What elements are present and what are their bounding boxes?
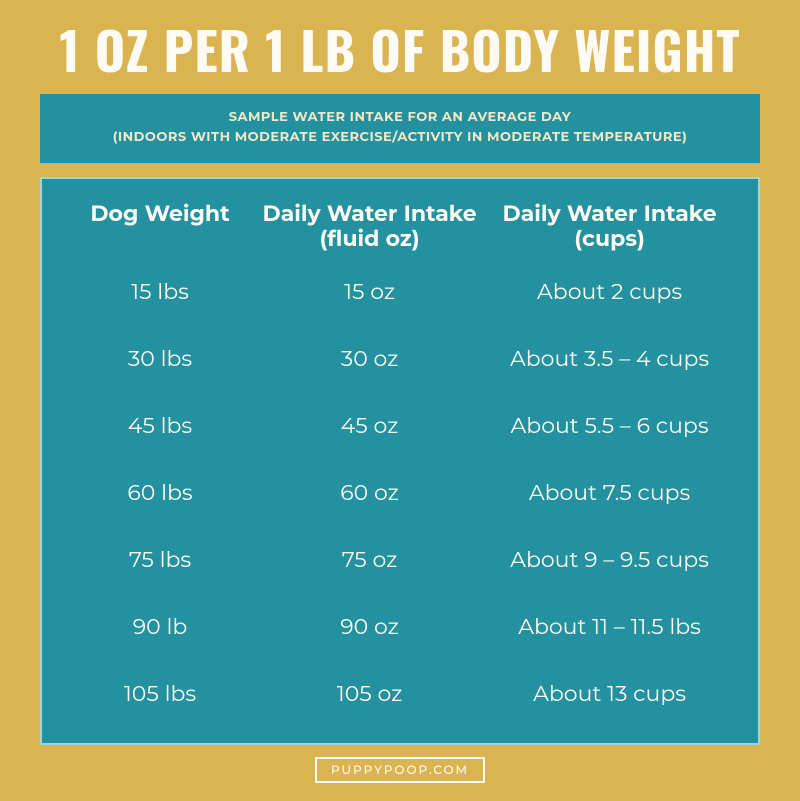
cell-weight: 90 lb	[62, 613, 258, 640]
source-badge: PUPPYPOOP.COM	[315, 757, 485, 783]
cell-weight: 30 lbs	[62, 345, 258, 372]
cell-cups: About 2 cups	[481, 278, 738, 305]
col-header-cups: Daily Water Intake(cups)	[481, 201, 738, 252]
table-row: 30 lbs 30 oz About 3.5 – 4 cups	[42, 345, 758, 372]
cell-floz: 15 oz	[258, 278, 481, 305]
table-row: 75 lbs 75 oz About 9 – 9.5 cups	[42, 546, 758, 573]
cell-floz: 90 oz	[258, 613, 481, 640]
cell-cups: About 7.5 cups	[481, 479, 738, 506]
subtitle-panel: SAMPLE WATER INTAKE FOR AN AVERAGE DAY (…	[40, 94, 760, 163]
table-header-row: Dog Weight Daily Water Intake(fluid oz) …	[42, 201, 758, 252]
cell-cups: About 13 cups	[481, 680, 738, 707]
cell-cups: About 5.5 – 6 cups	[481, 412, 738, 439]
col-header-floz: Daily Water Intake(fluid oz)	[258, 201, 481, 252]
cell-cups: About 11 – 11.5 lbs	[481, 613, 738, 640]
cell-floz: 60 oz	[258, 479, 481, 506]
main-title: 1 OZ PER 1 LB OF BODY WEIGHT	[0, 0, 800, 94]
footer: PUPPYPOOP.COM	[0, 757, 800, 783]
table-row: 90 lb 90 oz About 11 – 11.5 lbs	[42, 613, 758, 640]
col-header-weight: Dog Weight	[62, 201, 258, 226]
cell-weight: 60 lbs	[62, 479, 258, 506]
cell-cups: About 9 – 9.5 cups	[481, 546, 738, 573]
table-row: 15 lbs 15 oz About 2 cups	[42, 278, 758, 305]
intake-table: Dog Weight Daily Water Intake(fluid oz) …	[40, 177, 760, 745]
cell-floz: 105 oz	[258, 680, 481, 707]
table-row: 45 lbs 45 oz About 5.5 – 6 cups	[42, 412, 758, 439]
subtitle-line-1: SAMPLE WATER INTAKE FOR AN AVERAGE DAY	[60, 108, 740, 128]
cell-floz: 45 oz	[258, 412, 481, 439]
table-row: 60 lbs 60 oz About 7.5 cups	[42, 479, 758, 506]
table-row: 105 lbs 105 oz About 13 cups	[42, 680, 758, 707]
cell-weight: 105 lbs	[62, 680, 258, 707]
cell-weight: 15 lbs	[62, 278, 258, 305]
cell-floz: 75 oz	[258, 546, 481, 573]
cell-cups: About 3.5 – 4 cups	[481, 345, 738, 372]
cell-weight: 75 lbs	[62, 546, 258, 573]
cell-floz: 30 oz	[258, 345, 481, 372]
subtitle-line-2: (INDOORS WITH MODERATE EXERCISE/ACTIVITY…	[60, 128, 740, 148]
cell-weight: 45 lbs	[62, 412, 258, 439]
